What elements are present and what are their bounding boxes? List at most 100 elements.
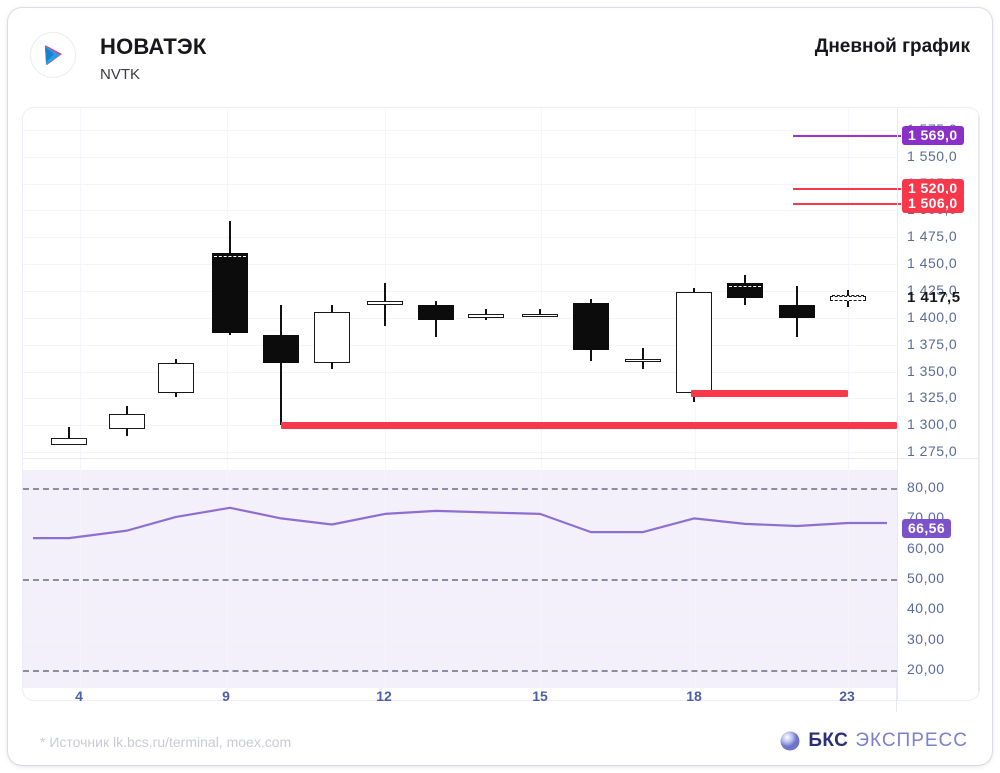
rsi-axis-label: 30,00 [907,630,945,647]
time-gridline [541,108,542,700]
rsi-threshold-line [23,579,897,581]
candle-body[interactable] [779,304,815,318]
rsi-line [33,506,887,540]
rsi-gridline [23,609,897,611]
level-badge-resistance-1569[interactable]: 1 569,0 [902,126,964,146]
price-gridline [23,344,897,346]
candle-body[interactable] [625,358,661,362]
rsi-threshold-line [23,488,897,491]
time-gridline [848,108,849,700]
level-line-support-1300[interactable] [281,422,897,430]
ticker-symbol: NVTK [100,66,141,83]
candle-body[interactable] [51,438,87,445]
time-gridline [695,108,696,700]
candle[interactable] [468,309,504,320]
time-axis-label-12: 12 [376,688,392,704]
candle-wick [280,304,282,426]
rsi-gridline [23,639,897,641]
price-gridline [23,264,897,266]
price-axis-label: 1 450,0 [907,255,958,272]
price-gridline [23,237,897,239]
panel-right-edge [978,108,979,700]
time-gridline [385,108,386,700]
candle-body[interactable] [418,304,454,320]
candle[interactable] [367,283,403,327]
candle[interactable] [625,347,661,370]
brand-name-light: ЭКСПРЕСС [855,730,968,751]
price-axis-label: 1 400,0 [907,308,958,325]
chart-panel[interactable]: 1 575,01 550,01 525,01 500,01 475,01 450… [22,107,980,701]
candle[interactable] [51,427,87,445]
candle-body[interactable] [314,312,350,363]
chart-card: НОВАТЭК NVTK Дневной график 1 575,01 550… [8,8,992,765]
price-axis-label: 1 325,0 [907,389,958,406]
candle-body[interactable] [367,300,403,305]
candle[interactable] [830,289,866,308]
time-axis-divider [896,678,897,712]
level-line-resistance-1520[interactable] [793,188,901,190]
level-line-support-1330[interactable] [691,389,848,397]
candle[interactable] [573,298,609,361]
level-badge-resistance-1520[interactable]: 1 520,0 [902,179,964,198]
price-axis-label: 1 425,0 [907,282,958,298]
price-axis-label: 1 375,0 [907,335,958,352]
rsi-value-badge[interactable]: 66,56 [902,518,952,538]
rsi-axis-label: 60,00 [907,539,945,556]
candle-wick [384,283,386,327]
candle-body[interactable] [158,362,194,393]
time-axis[interactable]: 4 9 12 15 18 23 [22,678,978,718]
time-gridline [80,108,81,700]
plot-area[interactable] [23,108,979,700]
candle-body[interactable] [109,414,145,430]
candle-body[interactable] [263,335,299,363]
candle[interactable] [263,304,299,426]
candle-wick [539,309,541,316]
source-note: * Источник lk.bcs.ru/terminal, moex.com [40,734,292,750]
candle-close-marker [729,286,761,288]
candle-body[interactable] [522,313,558,317]
rsi-axis-label: 50,00 [907,570,945,586]
candle-body[interactable] [468,313,504,318]
time-axis-label-9: 9 [222,688,230,704]
price-axis-label: 1 550,0 [907,147,958,164]
candle-close-marker [832,295,864,297]
level-line-resistance-1506[interactable] [793,203,901,206]
price-axis-label: 1 275,0 [907,443,958,460]
rsi-axis-label: 20,00 [907,660,945,677]
candle-body[interactable] [212,253,248,333]
brand-name-bold: БКС [808,730,849,751]
candle[interactable] [158,358,194,398]
candle[interactable] [212,221,248,335]
price-gridline [23,156,897,158]
time-axis-label-4: 4 [75,688,83,704]
candle[interactable] [779,285,815,338]
candle-body[interactable] [573,302,609,351]
candle[interactable] [676,287,712,402]
rsi-axis-label: 40,00 [907,600,945,617]
level-badge-resistance-1506[interactable]: 1 506,0 [902,194,964,214]
candle[interactable] [109,405,145,436]
price-gridline [23,291,897,292]
candle[interactable] [418,300,454,338]
rsi-gridline [23,518,897,520]
header: НОВАТЭК NVTK Дневной график [8,8,992,94]
rsi-axis-label: 80,00 [907,479,945,496]
time-axis-label-18: 18 [686,688,702,704]
candle[interactable] [727,274,763,305]
candle[interactable] [314,304,350,370]
price-axis-label: 1 350,0 [907,362,958,379]
candle-close-marker [214,256,246,258]
price-gridline [23,371,897,373]
price-gridline [23,398,897,400]
candle-body[interactable] [676,292,712,393]
level-line-resistance-1569[interactable] [793,135,901,138]
pane-separator [23,458,979,459]
candle-wick [68,427,70,445]
candle[interactable] [522,309,558,317]
rsi-gridline [23,548,897,550]
company-logo [30,32,76,78]
time-axis-label-15: 15 [532,688,548,704]
time-axis-label-23: 23 [839,688,855,704]
candle-body[interactable] [830,296,866,301]
price-gridline [23,317,897,319]
